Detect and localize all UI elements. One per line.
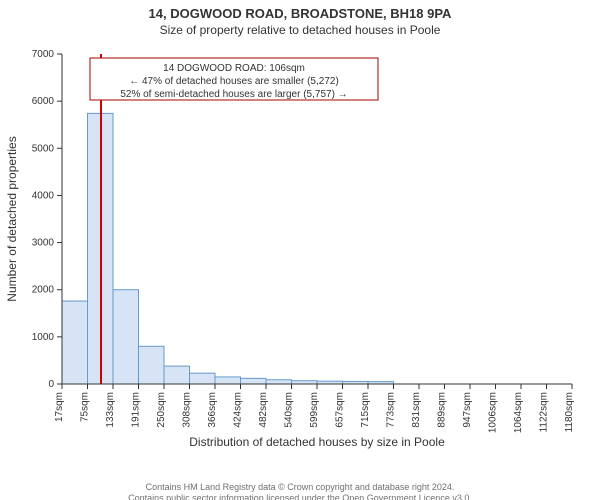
x-tick-label: 17sqm (54, 392, 65, 422)
histogram-bar (241, 378, 267, 384)
histogram-bar (62, 301, 88, 384)
x-tick-label: 1064sqm (513, 392, 524, 433)
x-tick-label: 250sqm (156, 392, 167, 428)
x-tick-label: 1006sqm (488, 392, 499, 433)
chart-svg: 0 1000 2000 3000 4000 5000 6000 7000 17sqm 75sqm 1… (0, 46, 600, 466)
x-tick-label: 366sqm (207, 392, 218, 428)
annotation-line: ← 47% of detached houses are smaller (5,… (129, 76, 339, 87)
x-tick-label: 1122sqm (539, 392, 550, 432)
histogram-bar (266, 380, 292, 384)
footer-line-2: Contains public sector information licen… (0, 493, 600, 500)
x-tick-label: 540sqm (284, 392, 295, 428)
y-tick-label: 0 (48, 379, 54, 390)
histogram-bar (113, 290, 139, 384)
x-tick-label: 889sqm (437, 392, 448, 428)
y-tick-label: 3000 (32, 238, 55, 249)
y-tick-label: 2000 (32, 285, 55, 296)
x-tick-label: 424sqm (233, 392, 244, 428)
x-tick-label: 75sqm (80, 392, 91, 422)
y-tick-label: 7000 (32, 49, 55, 60)
histogram-bar (164, 366, 190, 384)
annotation-line: 52% of semi-detached houses are larger (… (120, 89, 347, 100)
histogram-bar (215, 377, 241, 384)
x-tick-label: 773sqm (386, 392, 397, 428)
page-title: 14, DOGWOOD ROAD, BROADSTONE, BH18 9PA (0, 6, 600, 21)
histogram-chart: 0 1000 2000 3000 4000 5000 6000 7000 17sqm 75sqm 1… (0, 46, 600, 466)
x-tick-label: 831sqm (411, 392, 422, 428)
y-tick-label: 6000 (32, 96, 55, 107)
x-tick-label: 308sqm (182, 392, 193, 428)
x-tick-label: 599sqm (309, 392, 320, 428)
chart-container: 14, DOGWOOD ROAD, BROADSTONE, BH18 9PA S… (0, 6, 600, 500)
footer-line-1: Contains HM Land Registry data © Crown c… (0, 482, 600, 493)
y-axis-title: Number of detached properties (5, 136, 19, 301)
page-subtitle: Size of property relative to detached ho… (0, 23, 600, 37)
x-tick-label: 482sqm (258, 392, 269, 428)
x-tick-label: 133sqm (105, 392, 116, 428)
histogram-bar (190, 373, 216, 384)
histogram-bar (139, 346, 165, 384)
x-tick-label: 947sqm (462, 392, 473, 428)
x-tick-label: 715sqm (360, 392, 371, 428)
y-tick-label: 5000 (32, 143, 55, 154)
annotation-line: 14 DOGWOOD ROAD: 106sqm (163, 63, 305, 74)
y-tick-label: 1000 (32, 332, 55, 343)
x-tick-label: 1180sqm (564, 392, 575, 432)
x-axis-title: Distribution of detached houses by size … (189, 435, 445, 449)
y-tick-label: 4000 (32, 190, 55, 201)
footer-credits: Contains HM Land Registry data © Crown c… (0, 482, 600, 500)
x-tick-label: 657sqm (335, 392, 346, 428)
x-tick-label: 191sqm (131, 392, 142, 428)
